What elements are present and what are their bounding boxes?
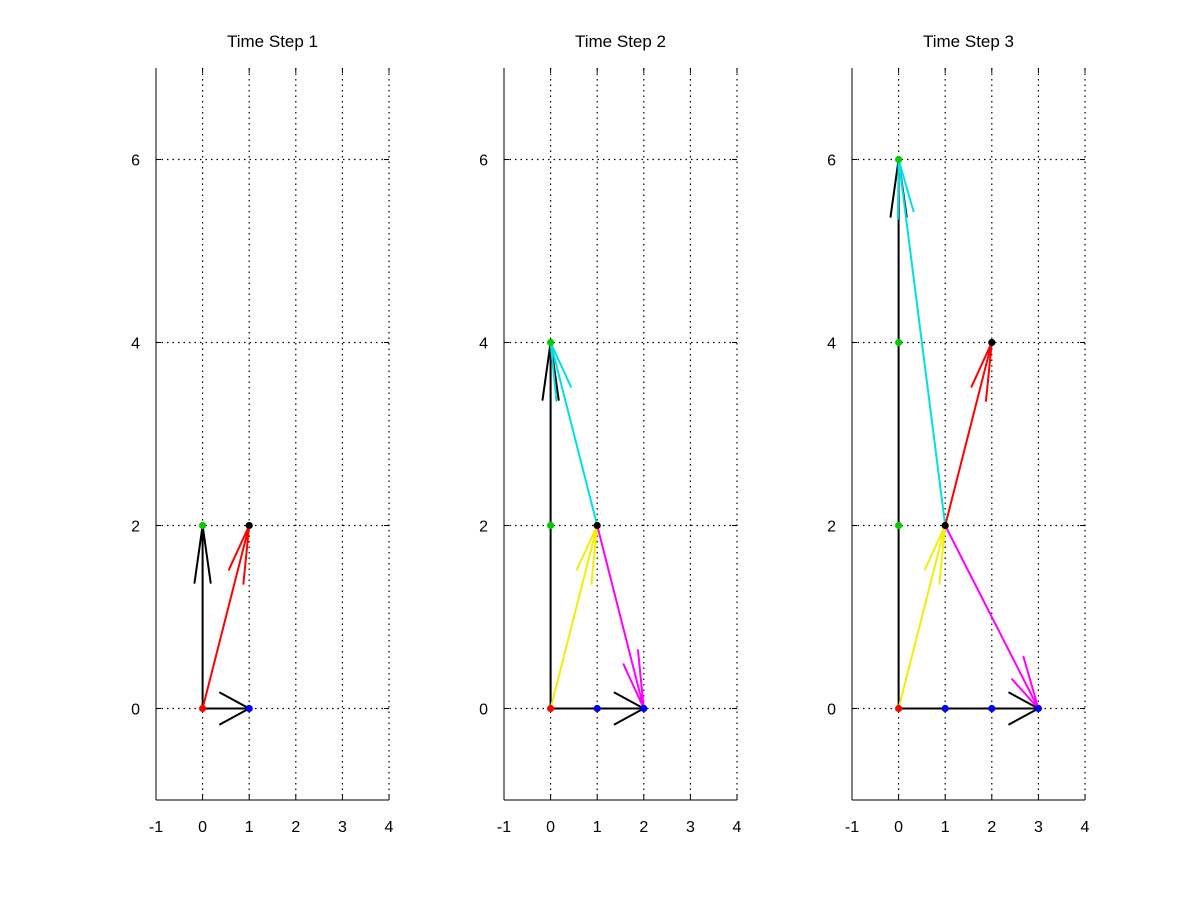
y-tick-label: 0 xyxy=(479,702,488,719)
data-point xyxy=(941,704,949,713)
x-tick-label: 0 xyxy=(198,819,207,836)
data-point xyxy=(941,521,949,530)
x-tick-label: 4 xyxy=(385,819,394,836)
data-point xyxy=(593,704,601,713)
data-point xyxy=(895,521,903,530)
x-tick-label: 2 xyxy=(639,819,648,836)
x-tick-label: 4 xyxy=(733,819,742,836)
x-tick-label: -1 xyxy=(845,819,859,836)
vector-arrow xyxy=(193,524,212,710)
data-point xyxy=(895,704,903,713)
y-tick-label: 0 xyxy=(827,702,836,719)
x-tick-label: 1 xyxy=(593,819,602,836)
y-tick-label: 6 xyxy=(827,153,836,170)
y-tick-label: 2 xyxy=(827,519,836,536)
vector-arrow xyxy=(596,524,645,710)
data-point xyxy=(199,521,207,530)
x-tick-label: 1 xyxy=(941,819,950,836)
x-tick-label: 2 xyxy=(987,819,996,836)
y-tick-label: 4 xyxy=(131,336,140,353)
y-tick-label: 2 xyxy=(479,519,488,536)
y-tick-label: 0 xyxy=(131,702,140,719)
data-point xyxy=(988,338,996,347)
y-tick-label: 6 xyxy=(479,153,488,170)
data-point xyxy=(1034,704,1042,713)
data-point xyxy=(593,521,601,530)
data-point xyxy=(245,521,253,530)
vector-arrow xyxy=(896,158,947,527)
panel-title: Time Step 1 xyxy=(227,32,318,51)
x-tick-label: 0 xyxy=(546,819,555,836)
panel-time-step-3: Time Step 3 -1 0 1 2 3 4 0 2 4 6 xyxy=(827,32,1089,836)
vector-arrow xyxy=(549,524,599,710)
x-tick-label: 3 xyxy=(686,819,695,836)
y-tick-label: 6 xyxy=(131,153,140,170)
x-tick-label: 2 xyxy=(291,819,300,836)
y-tick-label: 4 xyxy=(479,336,488,353)
panel-title: Time Step 3 xyxy=(923,32,1014,51)
data-point xyxy=(245,704,253,713)
x-tick-label: -1 xyxy=(149,819,163,836)
data-point xyxy=(895,338,903,347)
data-point xyxy=(199,704,207,713)
vector-arrow xyxy=(549,341,599,527)
panel-time-step-2: Time Step 2 -1 0 1 2 3 4 0 2 4 6 xyxy=(479,32,741,836)
vector-arrow xyxy=(201,691,251,726)
x-tick-label: 3 xyxy=(338,819,347,836)
vector-arrow xyxy=(897,524,947,710)
y-tick-label: 4 xyxy=(827,336,836,353)
data-point xyxy=(547,338,555,347)
data-point xyxy=(895,155,903,164)
data-point xyxy=(988,704,996,713)
x-tick-label: 3 xyxy=(1034,819,1043,836)
panel-title: Time Step 2 xyxy=(575,32,666,51)
x-tick-label: 4 xyxy=(1081,819,1090,836)
data-point xyxy=(547,704,555,713)
data-point xyxy=(640,704,648,713)
vector-arrow xyxy=(897,691,1040,726)
x-tick-label: -1 xyxy=(497,819,511,836)
vector-arrow xyxy=(201,524,251,710)
data-point xyxy=(547,521,555,530)
x-tick-label: 1 xyxy=(245,819,254,836)
panel-time-step-1: Time Step 1 -1 0 1 2 3 4 0 2 4 6 xyxy=(131,32,393,836)
y-tick-label: 2 xyxy=(131,519,140,536)
x-tick-label: 0 xyxy=(894,819,903,836)
vector-arrow xyxy=(944,341,993,527)
vector-arrow xyxy=(889,158,908,710)
